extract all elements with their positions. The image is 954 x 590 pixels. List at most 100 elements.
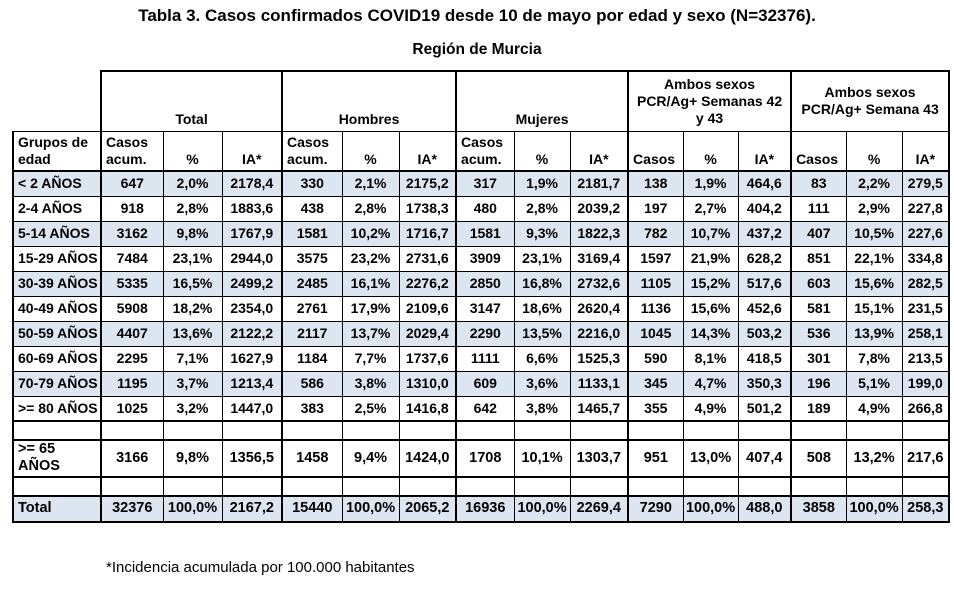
value-cell: 2731,6	[398, 245, 457, 272]
value-cell: 1356,5	[221, 439, 283, 478]
value-cell: 918	[100, 195, 164, 222]
value-cell: 17,9%	[341, 295, 400, 322]
value-cell: 2732,6	[569, 270, 629, 297]
age-group-label: 50-59 AÑOS	[12, 320, 102, 347]
value-cell: 3,8%	[341, 370, 400, 397]
value-cell	[221, 475, 283, 497]
value-cell: 1133,1	[569, 370, 629, 397]
col-header: %	[845, 130, 903, 172]
value-cell: 350,3	[737, 370, 792, 397]
value-cell: 1310,0	[398, 370, 457, 397]
value-cell: 501,2	[737, 395, 792, 422]
value-cell: 21,9%	[682, 245, 739, 272]
value-cell	[845, 420, 903, 441]
value-cell: 951	[627, 439, 684, 478]
value-cell: 2,1%	[341, 170, 400, 197]
age-group-label	[12, 475, 102, 497]
col-header: Casos acum.	[100, 130, 164, 172]
value-cell: 100,0%	[341, 494, 400, 523]
age-group-label: >= 65 AÑOS	[12, 439, 102, 478]
value-cell: 1767,9	[221, 220, 283, 247]
value-cell: 13,9%	[845, 320, 903, 347]
age-group-label: >= 80 AÑOS	[12, 395, 102, 422]
table-row	[12, 475, 951, 497]
value-cell: 2761	[281, 295, 343, 322]
value-cell: 16936	[455, 494, 515, 523]
value-cell: 100,0%	[845, 494, 903, 523]
value-cell: 7,8%	[845, 345, 903, 372]
group-header-ambos-semana-43: Ambos sexos PCR/Ag+ Semana 43	[790, 70, 951, 132]
table-row: >= 65 AÑOS 3166 9,8% 1356,5 1458 9,4% 1424,0 17…	[12, 439, 951, 478]
value-cell: 355	[627, 395, 684, 422]
value-cell: 1213,4	[221, 370, 283, 397]
value-cell: 13,6%	[162, 320, 223, 347]
value-cell	[513, 420, 571, 441]
value-cell: 2178,4	[221, 170, 283, 197]
value-cell	[569, 475, 629, 497]
value-cell: 2276,2	[398, 270, 457, 297]
value-cell: 2216,0	[569, 320, 629, 347]
value-cell: 3169,4	[569, 245, 629, 272]
age-group-label: Total	[12, 494, 102, 523]
footnote: *Incidencia acumulada por 100.000 habita…	[106, 558, 415, 576]
value-cell: 1708	[455, 439, 515, 478]
value-cell: 14,3%	[682, 320, 739, 347]
value-cell: 258,3	[901, 494, 951, 523]
value-cell	[737, 475, 792, 497]
value-cell: 10,7%	[682, 220, 739, 247]
value-cell: 2029,4	[398, 320, 457, 347]
value-cell: 517,6	[737, 270, 792, 297]
value-cell: 23,1%	[513, 245, 571, 272]
covid-cases-table: Total Hombres Mujeres Ambos sexos PCR/Ag…	[12, 70, 951, 523]
value-cell: 418,5	[737, 345, 792, 372]
value-cell: 1525,3	[569, 345, 629, 372]
value-cell: 13,2%	[845, 439, 903, 478]
value-cell	[682, 475, 739, 497]
value-cell: 10,2%	[341, 220, 400, 247]
column-header-row: Grupos de edad Casos acum. % IA* Casos a…	[12, 130, 951, 172]
value-cell	[100, 475, 164, 497]
value-cell: 3147	[455, 295, 515, 322]
value-cell: 7484	[100, 245, 164, 272]
value-cell	[398, 475, 457, 497]
col-header: %	[341, 130, 400, 172]
value-cell: 32376	[100, 494, 164, 523]
value-cell: 1025	[100, 395, 164, 422]
value-cell: 1105	[627, 270, 684, 297]
value-cell: 508	[790, 439, 847, 478]
age-group-label: 60-69 AÑOS	[12, 345, 102, 372]
table-row: Total 32376 100,0% 2167,2 15440 100,0% 2065,2 1…	[12, 494, 951, 523]
table-row: 5-14 AÑOS 3162 9,8% 1767,9 1581 10,2% 1716,7 15…	[12, 220, 951, 247]
value-cell: 3858	[790, 494, 847, 523]
value-cell: 189	[790, 395, 847, 422]
age-group-label: 30-39 AÑOS	[12, 270, 102, 297]
age-group-label: 15-29 AÑOS	[12, 245, 102, 272]
value-cell: 1447,0	[221, 395, 283, 422]
value-cell: 1136	[627, 295, 684, 322]
value-cell: 23,1%	[162, 245, 223, 272]
value-cell	[790, 420, 847, 441]
value-cell: 10,5%	[845, 220, 903, 247]
value-cell: 1627,9	[221, 345, 283, 372]
value-cell: 15,2%	[682, 270, 739, 297]
age-group-label: < 2 AÑOS	[12, 170, 102, 197]
value-cell: 266,8	[901, 395, 951, 422]
value-cell	[162, 475, 223, 497]
table-row: < 2 AÑOS 647 2,0% 2178,4 330 2,1% 2175,2 317 1,9…	[12, 170, 951, 197]
value-cell: 196	[790, 370, 847, 397]
table-row: 50-59 AÑOS 4407 13,6% 2122,2 2117 13,7% 2029,4…	[12, 320, 951, 347]
value-cell: 2109,6	[398, 295, 457, 322]
col-header: IA*	[737, 130, 792, 172]
value-cell: 16,8%	[513, 270, 571, 297]
col-header: IA*	[569, 130, 629, 172]
value-cell: 22,1%	[845, 245, 903, 272]
value-cell: 15,1%	[845, 295, 903, 322]
value-cell: 213,5	[901, 345, 951, 372]
value-cell: 1737,6	[398, 345, 457, 372]
value-cell: 15440	[281, 494, 343, 523]
value-cell: 4,9%	[845, 395, 903, 422]
col-header: Casos acum.	[455, 130, 515, 172]
value-cell: 1184	[281, 345, 343, 372]
value-cell: 1822,3	[569, 220, 629, 247]
